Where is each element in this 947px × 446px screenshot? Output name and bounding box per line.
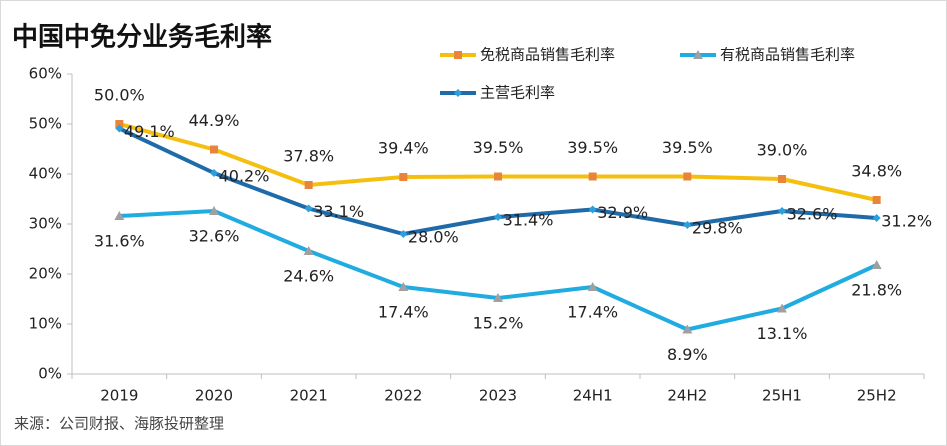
data-point	[494, 213, 502, 221]
x-tick-label: 2022	[384, 387, 422, 405]
value-label: 31.6%	[94, 232, 145, 251]
value-label: 13.1%	[757, 324, 808, 343]
value-label: 49.1%	[124, 122, 175, 141]
data-point	[115, 120, 124, 128]
data-point	[682, 324, 693, 334]
value-label: 33.1%	[313, 202, 364, 221]
y-tick-label: 60%	[29, 65, 62, 83]
data-point	[872, 196, 881, 204]
data-point	[778, 207, 786, 215]
value-label: 8.9%	[667, 345, 708, 364]
value-label: 15.2%	[473, 314, 524, 333]
data-point	[683, 221, 692, 229]
x-tick-label: 25H2	[857, 387, 897, 405]
data-point	[399, 173, 408, 181]
x-tick-label: 24H1	[573, 387, 613, 405]
legend-marker	[693, 50, 703, 59]
value-label: 24.6%	[283, 267, 334, 286]
data-point	[210, 145, 218, 154]
x-tick-label: 2023	[479, 387, 517, 405]
y-tick-label: 10%	[29, 315, 62, 333]
x-tick-label: 25H1	[762, 387, 802, 405]
value-label: 21.8%	[851, 281, 902, 300]
value-label: 31.2%	[881, 212, 932, 231]
data-point	[210, 169, 218, 177]
value-label: 39.4%	[378, 139, 429, 158]
value-label: 17.4%	[378, 303, 429, 322]
value-label: 40.2%	[219, 167, 270, 186]
value-label: 37.8%	[283, 147, 334, 166]
value-label: 32.9%	[597, 203, 648, 222]
value-label: 34.8%	[851, 162, 902, 181]
y-tick-label: 20%	[29, 265, 62, 283]
y-tick-label: 40%	[29, 165, 62, 183]
data-point	[493, 293, 503, 302]
data-point	[399, 230, 408, 238]
data-point	[494, 172, 502, 181]
value-label: 39.5%	[473, 138, 524, 157]
data-point	[303, 246, 314, 255]
value-label: 17.4%	[567, 303, 618, 322]
data-point	[209, 206, 219, 215]
value-label: 28.0%	[408, 228, 459, 247]
data-point	[114, 211, 125, 220]
data-point	[872, 214, 881, 222]
value-label: 32.6%	[787, 205, 838, 224]
data-point	[777, 303, 787, 313]
legend-marker	[454, 89, 462, 97]
data-point	[398, 282, 409, 291]
value-label: 39.5%	[567, 138, 618, 157]
data-point	[304, 204, 313, 213]
data-point	[871, 260, 882, 269]
value-label: 29.8%	[692, 219, 743, 238]
x-tick-label: 2020	[195, 387, 233, 405]
value-label: 44.9%	[189, 111, 240, 130]
legend-label: 有税商品销售毛利率	[720, 46, 855, 64]
value-label: 39.0%	[757, 141, 808, 160]
y-tick-label: 50%	[29, 115, 62, 133]
chart-title: 中国中免分业务毛利率	[12, 22, 272, 53]
legend-marker	[454, 51, 462, 59]
y-tick-label: 30%	[29, 215, 62, 233]
value-label: 39.5%	[662, 138, 713, 157]
y-tick-label: 0%	[38, 365, 62, 383]
x-tick-label: 24H2	[667, 387, 707, 405]
legend-label: 主营毛利率	[480, 84, 555, 102]
data-point	[587, 282, 598, 291]
data-point	[588, 205, 597, 214]
data-point	[683, 172, 692, 181]
source-note: 来源：公司财报、海豚投研整理	[14, 415, 224, 433]
data-point	[588, 172, 597, 181]
x-tick-label: 2021	[290, 387, 328, 405]
value-label: 32.6%	[189, 227, 240, 246]
x-tick-label: 2019	[100, 387, 138, 405]
data-point	[115, 124, 124, 133]
legend-label: 免税商品销售毛利率	[480, 46, 615, 64]
data-point	[778, 175, 786, 183]
value-label: 50.0%	[94, 86, 145, 105]
value-label: 31.4%	[503, 211, 554, 230]
data-point	[304, 181, 313, 189]
